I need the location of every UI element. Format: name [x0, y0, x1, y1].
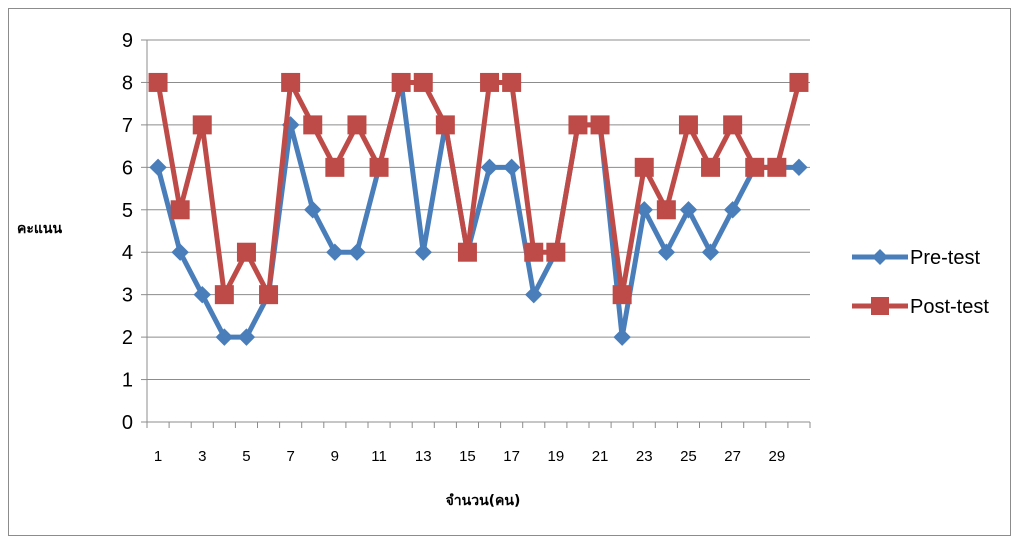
data-point-pre-test — [171, 243, 189, 261]
x-tick-label: 17 — [503, 448, 520, 465]
data-point-post-test — [413, 72, 433, 92]
data-point-pre-test — [304, 201, 322, 219]
x-tick-label: 1 — [154, 448, 162, 465]
data-point-post-test — [259, 285, 279, 305]
chart-frame — [8, 8, 1011, 536]
data-point-post-test — [281, 72, 301, 92]
data-point-post-test — [347, 115, 367, 135]
data-point-post-test — [678, 115, 698, 135]
x-tick-label: 3 — [198, 448, 206, 465]
data-point-pre-test — [679, 201, 698, 219]
x-tick-label: 27 — [724, 448, 741, 465]
series-layer — [148, 72, 809, 346]
data-point-post-test — [656, 200, 676, 220]
data-point-pre-test — [414, 243, 432, 261]
data-point-pre-test — [326, 243, 344, 261]
y-tick-label: 5 — [122, 200, 133, 222]
data-point-post-test — [723, 115, 743, 135]
data-point-pre-test — [613, 328, 631, 346]
series-line-post-test — [155, 79, 802, 298]
data-point-pre-test — [193, 285, 211, 304]
y-tick-label: 7 — [122, 115, 133, 137]
legend-marker-post-test — [871, 297, 889, 315]
data-point-pre-test — [215, 328, 234, 346]
x-axis-title: จำนวน(คน) — [446, 493, 521, 509]
data-point-post-test — [480, 72, 500, 92]
data-point-pre-test — [237, 328, 256, 346]
legend-marker-pre-test — [872, 249, 888, 265]
x-tick-label: 21 — [592, 448, 609, 465]
x-tick-label: 25 — [680, 448, 697, 465]
data-point-post-test — [435, 115, 455, 135]
series-post-test — [148, 72, 809, 305]
data-point-pre-test — [502, 158, 521, 177]
legend-item-post-test: Post-test — [852, 296, 989, 318]
data-point-post-test — [170, 200, 190, 220]
x-tick-label: 23 — [636, 448, 653, 465]
legend: Pre-test Post-test — [852, 247, 989, 318]
data-point-pre-test — [348, 243, 366, 261]
y-tick-label: 0 — [122, 412, 133, 434]
axes — [141, 39, 811, 428]
x-tick-label: 7 — [286, 448, 294, 465]
data-point-post-test — [192, 115, 212, 135]
data-point-pre-test — [723, 201, 742, 219]
y-tick-label: 3 — [122, 285, 133, 307]
data-point-post-test — [391, 72, 411, 92]
data-point-post-test — [214, 285, 234, 305]
legend-label-post-test: Post-test — [910, 296, 989, 318]
data-point-post-test — [369, 157, 389, 177]
y-tick-label: 6 — [122, 157, 133, 179]
data-point-post-test — [789, 72, 809, 92]
x-tick-label: 9 — [331, 448, 339, 465]
data-point-post-test — [148, 72, 168, 92]
legend-label-pre-test: Pre-test — [910, 247, 980, 269]
x-tick-label: 13 — [415, 448, 432, 465]
data-point-post-test — [612, 285, 632, 305]
data-point-post-test — [701, 157, 721, 177]
data-point-post-test — [568, 115, 588, 135]
data-point-post-test — [546, 242, 566, 262]
y-axis-title: คะแนน — [17, 221, 62, 237]
data-point-pre-test — [657, 243, 676, 261]
y-tick-label: 2 — [122, 327, 133, 349]
data-point-post-test — [634, 157, 654, 177]
data-point-post-test — [303, 115, 323, 135]
data-point-pre-test — [480, 158, 499, 177]
x-tick-label: 19 — [548, 448, 565, 465]
data-point-post-test — [457, 242, 477, 262]
data-point-post-test — [502, 72, 522, 92]
data-point-pre-test — [149, 158, 167, 177]
data-point-pre-test — [790, 158, 808, 177]
y-tick-label: 9 — [122, 30, 133, 52]
data-point-post-test — [590, 115, 610, 135]
data-point-post-test — [325, 157, 345, 177]
y-tick-label: 8 — [122, 72, 133, 94]
data-point-pre-test — [525, 285, 543, 304]
x-tick-label: 15 — [459, 448, 476, 465]
x-tick-label: 11 — [371, 448, 387, 465]
data-point-post-test — [236, 242, 256, 262]
data-point-post-test — [524, 242, 544, 262]
data-point-post-test — [745, 157, 765, 177]
y-tick-label: 4 — [122, 242, 133, 264]
x-tick-label: 5 — [242, 448, 250, 465]
y-tick-label: 1 — [122, 370, 133, 392]
legend-item-pre-test: Pre-test — [852, 247, 980, 269]
x-tick-label: 29 — [769, 448, 786, 465]
data-point-post-test — [767, 157, 787, 177]
data-point-pre-test — [701, 243, 720, 261]
